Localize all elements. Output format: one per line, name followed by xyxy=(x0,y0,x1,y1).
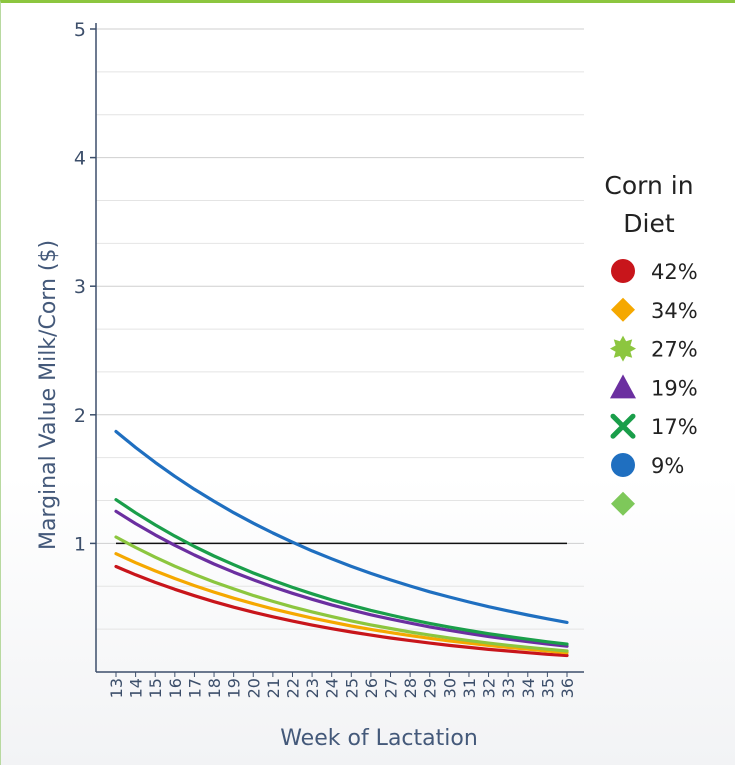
legend-item[interactable]: 27% xyxy=(610,335,698,362)
circle-icon xyxy=(611,259,635,283)
x-tick-label: 33 xyxy=(499,678,518,698)
legend-label: 9% xyxy=(651,454,684,478)
y-axis-title: Marginal Value Milk/Corn ($) xyxy=(36,240,61,550)
x-tick-label: 18 xyxy=(205,678,224,698)
legend-title: Corn in xyxy=(604,171,693,200)
y-tick-label: 3 xyxy=(74,276,86,298)
diamond-icon xyxy=(611,297,635,322)
legend-item[interactable] xyxy=(611,491,635,516)
y-tick-label: 2 xyxy=(74,405,86,427)
series-line-42% xyxy=(114,564,569,658)
x-tick-label: 19 xyxy=(225,678,244,698)
x-tick-label: 23 xyxy=(303,678,322,698)
legend-label: 27% xyxy=(651,338,698,362)
legend-items[interactable]: 42% 34% 27% 19% 17% 9% xyxy=(610,259,698,516)
x-tick-labels: 13 14 15 16 17 18 19 20 21 22 23 24 25 26 27 28 29 30 31 32… xyxy=(107,678,577,698)
legend-item[interactable]: 42% xyxy=(611,259,698,284)
series-line-9% xyxy=(114,429,569,625)
circle-icon xyxy=(611,453,635,477)
x-tick-label: 24 xyxy=(323,678,342,698)
x-tick-label: 17 xyxy=(185,678,204,698)
x-icon xyxy=(610,413,636,439)
legend-item[interactable]: 19% xyxy=(610,374,698,400)
diamond-icon xyxy=(611,491,635,516)
x-tick-label: 22 xyxy=(283,678,302,698)
triangle-icon xyxy=(610,374,636,399)
legend-label: 17% xyxy=(651,415,698,439)
x-tick-label: 32 xyxy=(480,678,499,698)
legend-title-line-2: Diet xyxy=(623,209,675,238)
x-tick-label: 16 xyxy=(166,678,185,698)
series-line-17% xyxy=(114,498,569,646)
x-tick-label: 20 xyxy=(244,678,263,698)
y-tick-label: 1 xyxy=(74,533,86,555)
series-lines xyxy=(114,429,569,658)
x-tick-label: 31 xyxy=(460,678,479,698)
x-tick-label: 29 xyxy=(421,678,440,698)
series-line-19% xyxy=(114,509,569,648)
legend[interactable]: Corn in Diet 42% 34% 27% 19% 17% 9% xyxy=(604,171,698,516)
series-line-27% xyxy=(114,535,569,653)
y-tick-labels: 1 2 3 4 5 xyxy=(74,19,86,555)
legend-item[interactable]: 34% xyxy=(611,297,698,323)
axes xyxy=(90,23,584,677)
legend-item[interactable]: 17% xyxy=(610,413,698,439)
x-tick-label: 28 xyxy=(401,678,420,698)
x-tick-label: 27 xyxy=(382,678,401,698)
x-tick-label: 21 xyxy=(264,678,283,698)
x-tick-label: 13 xyxy=(107,678,126,698)
legend-label: 34% xyxy=(651,299,698,323)
series-line-34% xyxy=(114,552,569,655)
x-tick-label: 15 xyxy=(146,678,165,698)
starburst-icon xyxy=(610,335,636,362)
legend-item[interactable]: 9% xyxy=(611,453,684,478)
x-tick-label: 25 xyxy=(342,678,361,698)
x-tick-label: 34 xyxy=(519,678,538,698)
y-tick-label: 4 xyxy=(74,148,86,170)
x-tick-label: 36 xyxy=(558,678,577,698)
x-tick-label: 35 xyxy=(538,678,557,698)
grid-lines xyxy=(96,28,584,630)
x-tick-label: 30 xyxy=(440,678,459,698)
legend-label: 19% xyxy=(651,376,698,400)
x-tick-label: 14 xyxy=(127,678,146,698)
x-tick-label: 26 xyxy=(362,678,381,698)
legend-label: 42% xyxy=(651,260,698,284)
x-axis-title: Week of Lactation xyxy=(280,726,478,751)
y-tick-label: 5 xyxy=(74,19,86,41)
